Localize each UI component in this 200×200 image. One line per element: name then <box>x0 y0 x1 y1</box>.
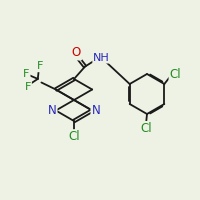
Text: O: O <box>72 46 81 60</box>
Text: F: F <box>25 82 31 92</box>
Text: Cl: Cl <box>170 68 181 81</box>
Text: F: F <box>37 61 44 71</box>
Text: F: F <box>23 69 30 79</box>
Text: N: N <box>48 104 57 117</box>
Text: NH: NH <box>93 53 110 63</box>
Text: Cl: Cl <box>140 122 152 135</box>
Text: Cl: Cl <box>68 130 80 143</box>
Text: N: N <box>91 104 100 117</box>
